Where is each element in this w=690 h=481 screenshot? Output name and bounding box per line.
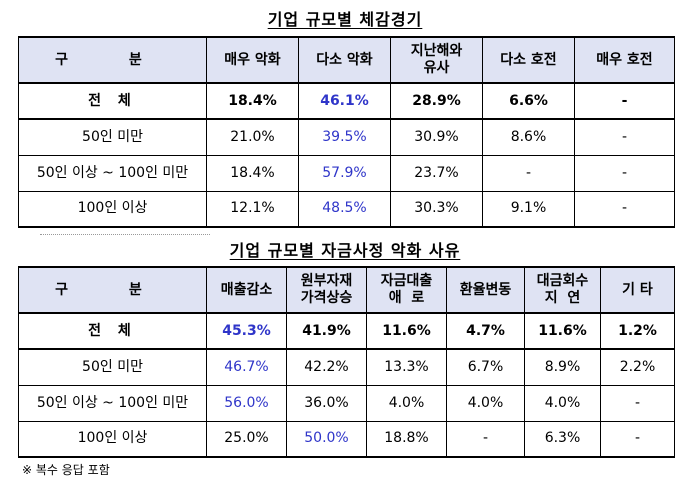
cell: -: [446, 420, 525, 458]
cell: 50.0%: [286, 420, 367, 458]
header-category: 구 분: [18, 266, 207, 314]
cell: 4.0%: [366, 384, 447, 422]
row-label: 전 체: [18, 82, 207, 120]
cell: 18.4%: [206, 82, 299, 120]
row-label: 100인 이상: [18, 190, 207, 228]
table1-title: 기업 규모별 체감경기: [267, 10, 423, 29]
table-funding-worsening-reasons: 구 분 매출감소 원부자재 가격상승 자금대출 애 로 환율변동 대금회수 지 연 기…: [18, 266, 675, 458]
cell: 18.8%: [366, 420, 447, 458]
cell: 13.3%: [366, 348, 447, 386]
cell: 8.6%: [482, 118, 575, 156]
cell: 41.9%: [286, 312, 367, 350]
cell: -: [600, 384, 675, 422]
header-category: 구 분: [18, 36, 207, 84]
cell: 46.1%: [298, 82, 391, 120]
cell: 8.9%: [524, 348, 601, 386]
table2-title: 기업 규모별 자금사정 악화 사유: [229, 241, 461, 260]
row-label: 50인 이상 ~ 100인 미만: [18, 154, 207, 192]
cell: 30.3%: [390, 190, 483, 228]
faint-underline-artifact: [40, 234, 210, 237]
table-row: 50인 미만 21.0% 39.5% 30.9% 8.6% -: [18, 118, 675, 156]
cell: 56.0%: [206, 384, 287, 422]
cell: 6.6%: [482, 82, 575, 120]
header-loan-difficulty: 자금대출 애 로: [366, 266, 447, 314]
header-other: 기 타: [600, 266, 675, 314]
footnote: ※ 복수 응답 포함: [22, 463, 110, 477]
cell: 2.2%: [600, 348, 675, 386]
header-very-better: 매우 호전: [574, 36, 675, 84]
cell: 9.1%: [482, 190, 575, 228]
cell: 42.2%: [286, 348, 367, 386]
cell: 39.5%: [298, 118, 391, 156]
table2-header-row: 구 분 매출감소 원부자재 가격상승 자금대출 애 로 환율변동 대금회수 지 연 기…: [18, 266, 675, 314]
table-row: 50인 이상 ~ 100인 미만 56.0% 36.0% 4.0% 4.0% 4…: [18, 384, 675, 422]
header-collection-delay: 대금회수 지 연: [524, 266, 601, 314]
cell: -: [574, 82, 675, 120]
cell: 6.7%: [446, 348, 525, 386]
table-row: 전 체 18.4% 46.1% 28.9% 6.6% -: [18, 82, 675, 120]
cell: 21.0%: [206, 118, 299, 156]
cell: -: [574, 190, 675, 228]
table-row: 100인 이상 25.0% 50.0% 18.8% - 6.3% -: [18, 420, 675, 458]
row-label: 100인 이상: [18, 420, 207, 458]
cell: 6.3%: [524, 420, 601, 458]
header-slightly-worse: 다소 악화: [298, 36, 391, 84]
cell: 12.1%: [206, 190, 299, 228]
cell: -: [482, 154, 575, 192]
table-row: 50인 이상 ~ 100인 미만 18.4% 57.9% 23.7% - -: [18, 154, 675, 192]
cell: 28.9%: [390, 82, 483, 120]
cell: 23.7%: [390, 154, 483, 192]
cell: 1.2%: [600, 312, 675, 350]
table-business-sentiment: 구 분 매우 악화 다소 악화 지난해와 유사 다소 호전 매우 호전 전 체 1…: [18, 36, 675, 228]
cell: 4.7%: [446, 312, 525, 350]
table-row: 50인 미만 46.7% 42.2% 13.3% 6.7% 8.9% 2.2%: [18, 348, 675, 386]
cell: -: [600, 420, 675, 458]
cell: 46.7%: [206, 348, 287, 386]
cell: 45.3%: [206, 312, 287, 350]
cell: 18.4%: [206, 154, 299, 192]
cell: 4.0%: [446, 384, 525, 422]
cell: 30.9%: [390, 118, 483, 156]
table-row: 전 체 45.3% 41.9% 11.6% 4.7% 11.6% 1.2%: [18, 312, 675, 350]
cell: 48.5%: [298, 190, 391, 228]
cell: 11.6%: [366, 312, 447, 350]
row-label: 전 체: [18, 312, 207, 350]
cell: 25.0%: [206, 420, 287, 458]
header-similar: 지난해와 유사: [390, 36, 483, 84]
header-exchange-rate: 환율변동: [446, 266, 525, 314]
row-label: 50인 미만: [18, 348, 207, 386]
header-slightly-better: 다소 호전: [482, 36, 575, 84]
cell: 11.6%: [524, 312, 601, 350]
row-label: 50인 이상 ~ 100인 미만: [18, 384, 207, 422]
table1-header-row: 구 분 매우 악화 다소 악화 지난해와 유사 다소 호전 매우 호전: [18, 36, 675, 84]
table-row: 100인 이상 12.1% 48.5% 30.3% 9.1% -: [18, 190, 675, 228]
header-material-price-rise: 원부자재 가격상승: [286, 266, 367, 314]
row-label: 50인 미만: [18, 118, 207, 156]
cell: 36.0%: [286, 384, 367, 422]
cell: -: [574, 154, 675, 192]
header-very-worse: 매우 악화: [206, 36, 299, 84]
cell: 57.9%: [298, 154, 391, 192]
header-sales-decline: 매출감소: [206, 266, 287, 314]
cell: -: [574, 118, 675, 156]
cell: 4.0%: [524, 384, 601, 422]
